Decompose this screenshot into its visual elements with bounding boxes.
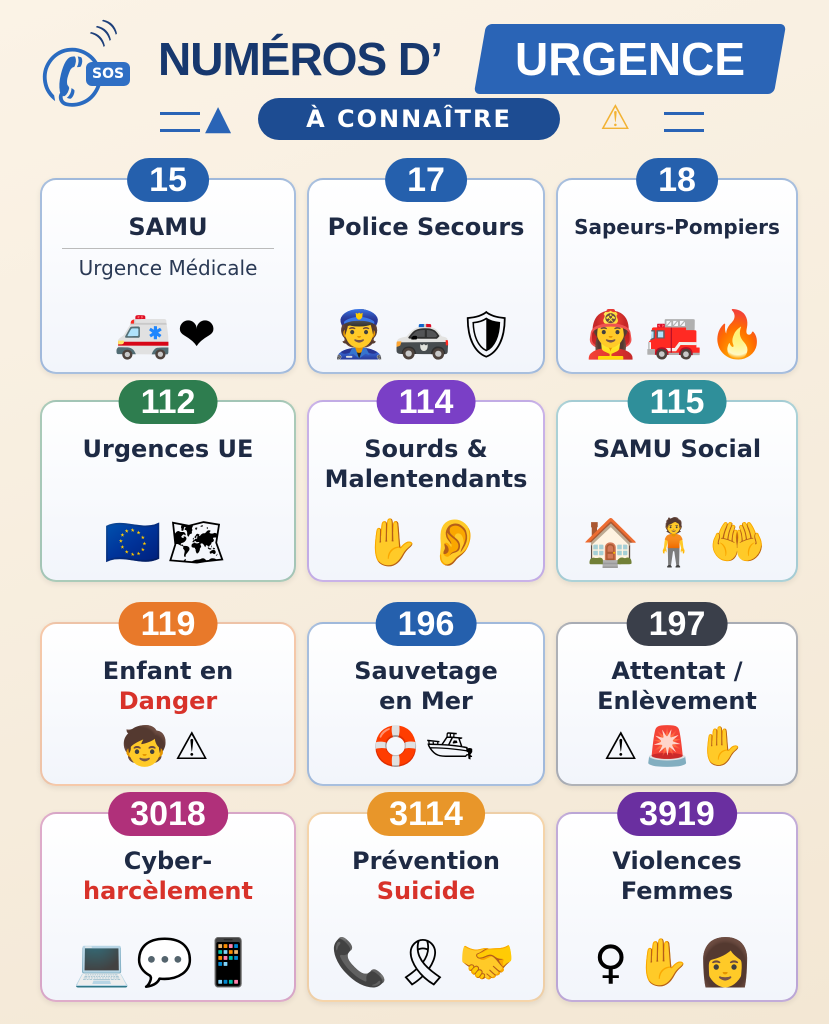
warning-icon: ⚠ [600, 98, 631, 138]
card-title: Cyber-harcèlement [42, 846, 294, 906]
card-title: SAMU Urgence Médicale [42, 212, 294, 283]
number-badge: 114 [376, 380, 476, 424]
number-badge: 3919 [617, 792, 737, 836]
title-line: Urgences UE [82, 435, 254, 463]
title-line-2: Femmes [620, 877, 734, 905]
child-icon warning-icon: 🧒⚠ [121, 724, 215, 768]
card-title: Urgences UE [42, 434, 294, 464]
title-line: Sauvetage [354, 657, 498, 685]
sos-badge: SOS [86, 62, 131, 86]
warning-icon alarm-light-icon handcuffs-icon: ⚠🚨✋ [603, 724, 751, 768]
card-3919: 3919 Violences Femmes ♀✋👩 [556, 792, 798, 1002]
title-part1: NUMÉROS D’ [158, 33, 443, 85]
title-line: Violences [612, 847, 742, 875]
title-line-2: Enlèvement [597, 687, 757, 715]
page-title: NUMÉROS D’ URGENCE [140, 24, 787, 94]
card-title: Sapeurs-Pompiers [558, 212, 796, 242]
phone-icon ribbon-icon helping-hand-icon: 📞🎗🤝 [330, 935, 522, 989]
female-symbol-icon stop-hand-icon woman-icon: ♀✋👩 [593, 935, 761, 989]
card-subtitle: Urgence Médicale [62, 248, 274, 283]
card-title: Sauvetage en Mer [309, 656, 543, 716]
card-title: Attentat / Enlèvement [558, 656, 796, 716]
card-title: Prévention Suicide [309, 846, 543, 906]
decor-lines [664, 112, 704, 132]
title-part2: URGENCE [514, 33, 746, 85]
title-line: SAMU [128, 213, 208, 241]
title-line: Cyber- [123, 847, 213, 875]
number-badge: 18 [636, 158, 718, 202]
card-3114: 3114 Prévention Suicide 📞🎗🤝 [307, 792, 545, 1002]
card-title: Violences Femmes [558, 846, 796, 906]
decor-lines [160, 112, 200, 132]
card-3018: 3018 Cyber-harcèlement 💻💬📱 [40, 792, 296, 1002]
number-badge: 119 [118, 602, 218, 646]
card-title: SAMU Social [558, 434, 796, 464]
card-17: 17 Police Secours 👮🚓🛡 [307, 158, 545, 374]
title-line: Police Secours [327, 213, 525, 241]
number-badge: 196 [375, 602, 477, 646]
house-icon person-icon helping-hand-icon: 🏠🧍🤲 [582, 515, 772, 569]
ambulance-icon heart-pulse-icon: 🚑❤ [114, 307, 222, 361]
title-line-2: harcèlement [83, 877, 253, 905]
card-119: 119 Enfant en Danger 🧒⚠ [40, 602, 296, 786]
number-badge: 197 [626, 602, 728, 646]
subtitle: À CONNAÎTRE [258, 98, 560, 140]
sign-hand-icon ear-icon: ✋👂 [362, 515, 490, 569]
title-line: Enfant en [102, 657, 234, 685]
title-line: SAMU Social [592, 435, 762, 463]
card-112: 112 Urgences UE 🇪🇺🗺 [40, 380, 296, 582]
police-officer-icon police-car-icon badge-icon: 👮🚓🛡 [330, 307, 522, 361]
card-15: 15 SAMU Urgence Médicale 🚑❤ [40, 158, 296, 374]
number-badge: 17 [385, 158, 467, 202]
number-badge: 3114 [367, 792, 485, 836]
title-line-2: Danger [118, 687, 218, 715]
number-badge: 112 [118, 380, 218, 424]
card-title: Sourds & Malentendants [309, 434, 543, 494]
title-part2-box: URGENCE [473, 24, 787, 94]
lifebuoy-icon boat-icon: 🛟🛥 [372, 724, 480, 768]
warning-icon: ▲ [205, 98, 232, 138]
eu-flag-icon europe-map-icon: 🇪🇺🗺 [104, 515, 232, 569]
number-badge: 15 [127, 158, 209, 202]
card-115: 115 SAMU Social 🏠🧍🤲 [556, 380, 798, 582]
card-197: 197 Attentat / Enlèvement ⚠🚨✋ [556, 602, 798, 786]
firefighter-icon fire-truck-icon fire-icon: 👩‍🚒🚒🔥 [582, 307, 772, 361]
card-18: 18 Sapeurs-Pompiers 👩‍🚒🚒🔥 [556, 158, 798, 374]
title-line: Prévention [352, 847, 500, 875]
card-title: Police Secours [309, 212, 543, 242]
title-line: Attentat / [611, 657, 743, 685]
header: ✆ ))) SOS NUMÉROS D’ URGENCE ▲ À CONNAÎT… [0, 0, 829, 150]
title-line: Sourds & [364, 435, 488, 463]
card-title: Enfant en Danger [42, 656, 294, 716]
laptop-icon chat-icon smartphone-icon: 💻💬📱 [73, 935, 263, 989]
title-line-2: Suicide [376, 877, 476, 905]
title-line: Sapeurs-Pompiers [574, 215, 780, 239]
number-badge: 115 [627, 380, 727, 424]
title-line-2: en Mer [379, 687, 473, 715]
number-badge: 3018 [108, 792, 228, 836]
card-114: 114 Sourds & Malentendants ✋👂 [307, 380, 545, 582]
title-line-2: Malentendants [324, 465, 528, 493]
card-196: 196 Sauvetage en Mer 🛟🛥 [307, 602, 545, 786]
